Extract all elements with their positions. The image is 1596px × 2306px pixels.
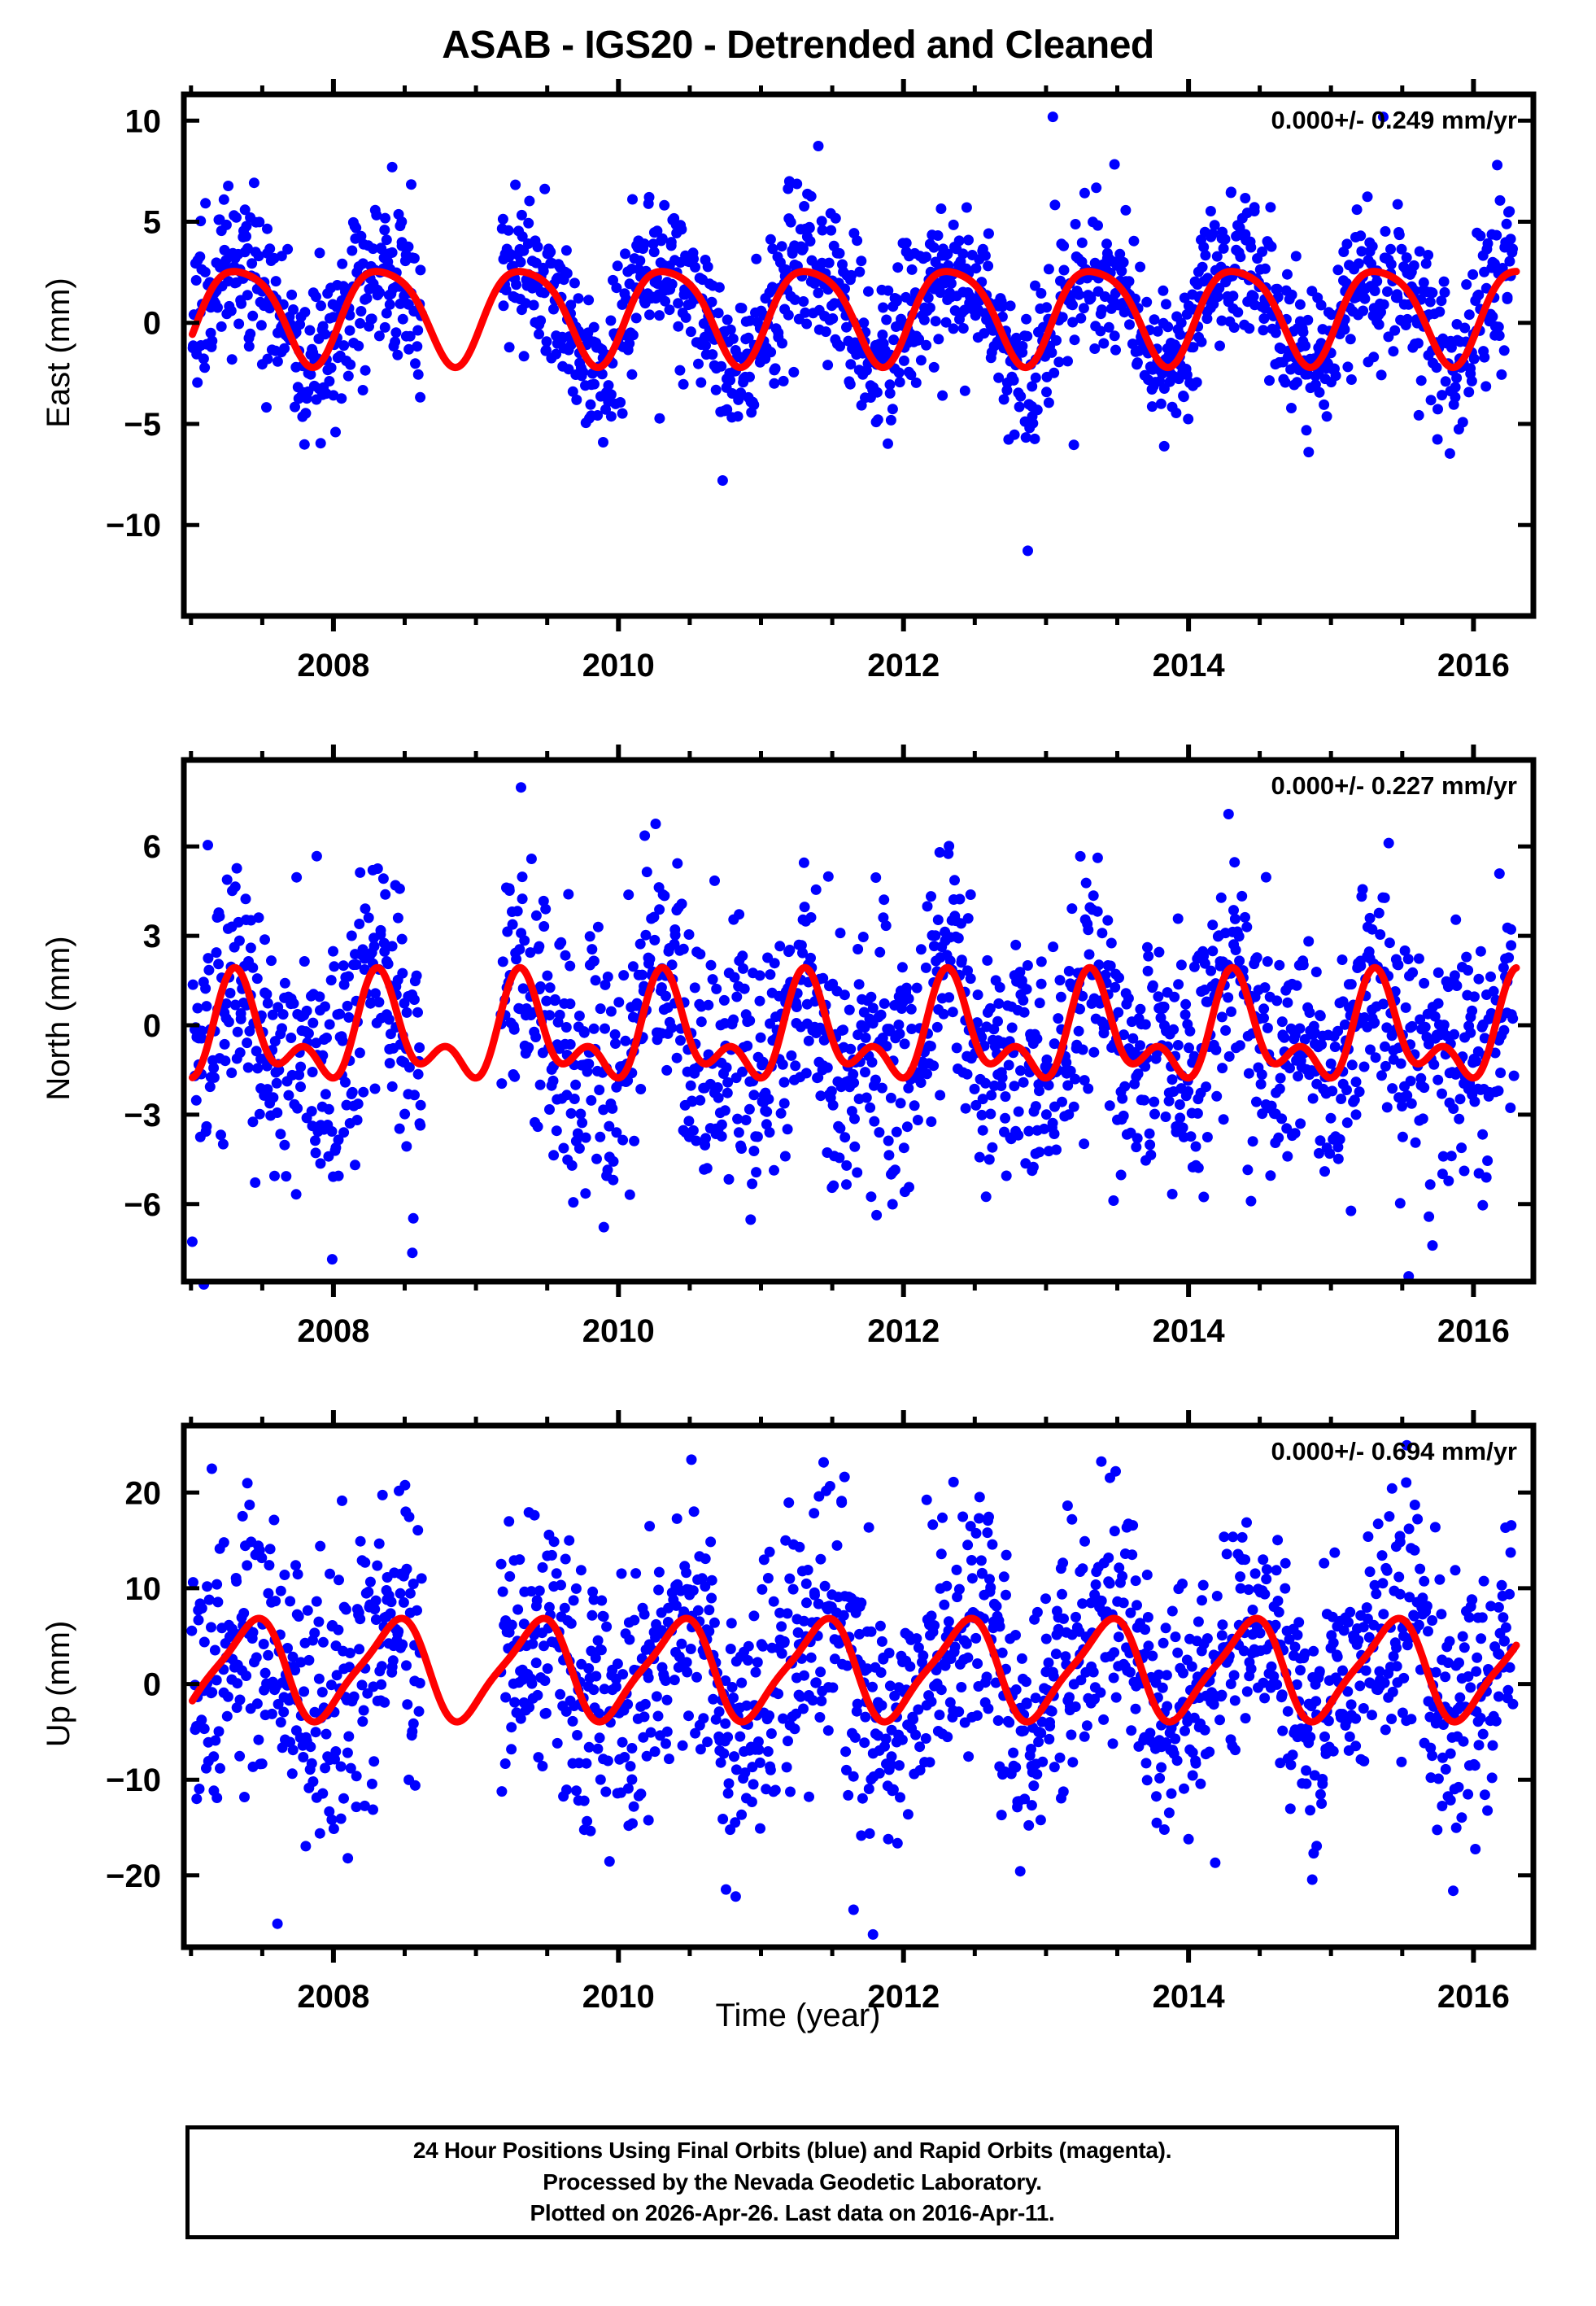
axis-ticks-north [184,745,1533,1297]
axis-ticks-up [184,1410,1533,1963]
svg-text:2010: 2010 [582,648,655,684]
plot-frame-north [181,757,1537,1285]
svg-text:2010: 2010 [582,1313,655,1349]
svg-text:2016: 2016 [1437,1313,1510,1349]
page-title: ASAB - IGS20 - Detrended and Cleaned [442,24,1154,67]
x-axis-label: Time (year) [715,1998,881,2033]
svg-text:3: 3 [143,919,161,954]
rate-annotation-east: 0.000+/- 0.249 mm/yr [1271,106,1517,134]
caption-box: 24 Hour Positions Using Final Orbits (bl… [185,2125,1399,2239]
plot-area-east: 10 5 0 −5 −10 2008 2010 2012 2014 2016 [106,79,1537,684]
plot-frame-east [181,91,1537,619]
svg-text:5: 5 [143,205,161,241]
panel-north: 6 3 0 −3 −6 2008 2010 2012 2014 2016 [13,732,1590,1363]
axis-tick-labels-north: 6 3 0 −3 −6 2008 2010 2012 2014 2016 [124,829,1510,1349]
svg-text:2014: 2014 [1153,648,1226,684]
rate-annotation-north: 0.000+/- 0.227 mm/yr [1271,771,1517,800]
rate-annotation-up: 0.000+/- 0.694 mm/yr [1271,1437,1517,1465]
svg-text:2016: 2016 [1437,648,1510,684]
panel-east: 10 5 0 −5 −10 2008 2010 2012 2014 2016 [13,67,1590,697]
svg-text:10: 10 [125,103,162,139]
axis-tick-labels-east: 10 5 0 −5 −10 2008 2010 2012 2014 2016 [106,103,1510,684]
panel-up: 20 10 0 −10 −20 2008 2010 2012 2014 2016 [13,1398,1590,2029]
fit-curve-east [189,268,1520,372]
axis-ticks-east [184,79,1533,631]
svg-text:−3: −3 [124,1098,161,1133]
svg-text:2014: 2014 [1153,1313,1226,1349]
svg-text:2012: 2012 [867,648,940,684]
svg-text:−5: −5 [124,407,161,443]
svg-text:2012: 2012 [867,1313,940,1349]
caption-line-2: Processed by the Nevada Geodetic Laborat… [543,2168,1042,2195]
caption-line-1: 24 Hour Positions Using Final Orbits (bl… [412,2138,1172,2164]
plot-frame-up [181,1422,1537,1950]
svg-text:0: 0 [143,306,161,342]
y-axis-label-up: Up (mm) [40,1620,76,1747]
svg-text:0: 0 [143,1008,161,1044]
svg-text:−10: −10 [106,508,161,544]
svg-text:2008: 2008 [297,1313,369,1349]
fit-curve-up [189,1614,1520,1726]
svg-text:2008: 2008 [297,648,369,684]
svg-text:6: 6 [143,829,161,865]
fit-curve-north [189,963,1520,1082]
plot-area-north: 6 3 0 −3 −6 2008 2010 2012 2014 2016 [124,745,1537,1349]
scatter-points-north [186,782,1520,1290]
caption-line-3: Plotted on 2026-Apr-26. Last data on 201… [530,2200,1055,2226]
y-axis-label-north: North (mm) [40,935,76,1101]
y-axis-label-east: East (mm) [40,277,76,428]
svg-text:−6: −6 [124,1187,161,1223]
